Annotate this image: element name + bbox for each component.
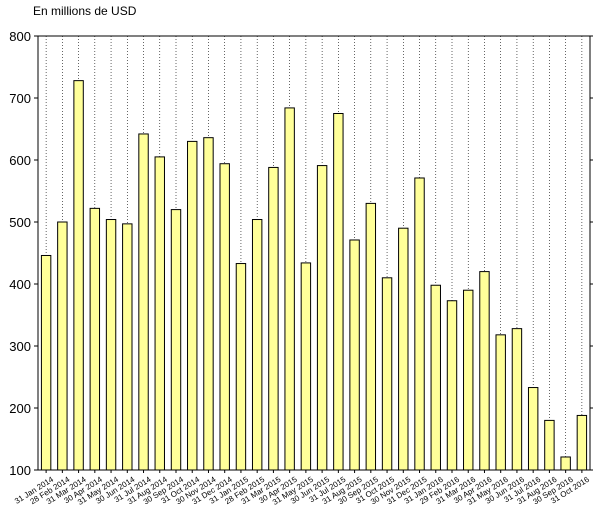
y-tick-label: 500 [9, 215, 31, 230]
bar [365, 202, 377, 471]
bar [446, 300, 458, 471]
bar [57, 221, 68, 471]
bar [576, 414, 588, 471]
bar [300, 262, 312, 471]
bar [105, 219, 117, 471]
bar [138, 133, 149, 471]
plot-frame [37, 35, 591, 471]
bar [154, 156, 165, 471]
y-axis-unit-label: En millions de USD [33, 4, 137, 18]
bar [316, 165, 328, 471]
bar [544, 419, 555, 471]
bar [560, 456, 571, 471]
bar [73, 80, 84, 471]
y-axis-ticks: 100 200 300 400 500 600 700 800 [9, 29, 593, 478]
y-tick-label: 600 [9, 153, 31, 168]
bar [268, 166, 279, 471]
y-tick-label: 800 [9, 29, 31, 44]
bar [495, 334, 506, 471]
bar [479, 271, 490, 471]
bar [398, 227, 409, 471]
bar [170, 209, 182, 471]
bar [284, 107, 295, 471]
bar [463, 289, 474, 471]
y-tick-label: 700 [9, 91, 31, 106]
bar [381, 277, 393, 471]
bar [40, 254, 52, 471]
bar [219, 163, 230, 471]
y-tick-label: 100 [9, 463, 31, 478]
y-tick-label: 200 [9, 401, 31, 416]
bar [527, 387, 539, 471]
y-tick-label: 300 [9, 339, 31, 354]
bar [430, 284, 441, 471]
bar [122, 223, 133, 471]
bars [40, 80, 588, 471]
bar [89, 207, 101, 471]
bar [511, 328, 523, 471]
bar [187, 140, 198, 471]
bar [251, 219, 263, 471]
y-tick-label: 400 [9, 277, 31, 292]
bar [203, 137, 214, 471]
bar [349, 239, 360, 471]
bar [235, 263, 247, 471]
bar [333, 113, 344, 471]
bar [414, 177, 425, 471]
